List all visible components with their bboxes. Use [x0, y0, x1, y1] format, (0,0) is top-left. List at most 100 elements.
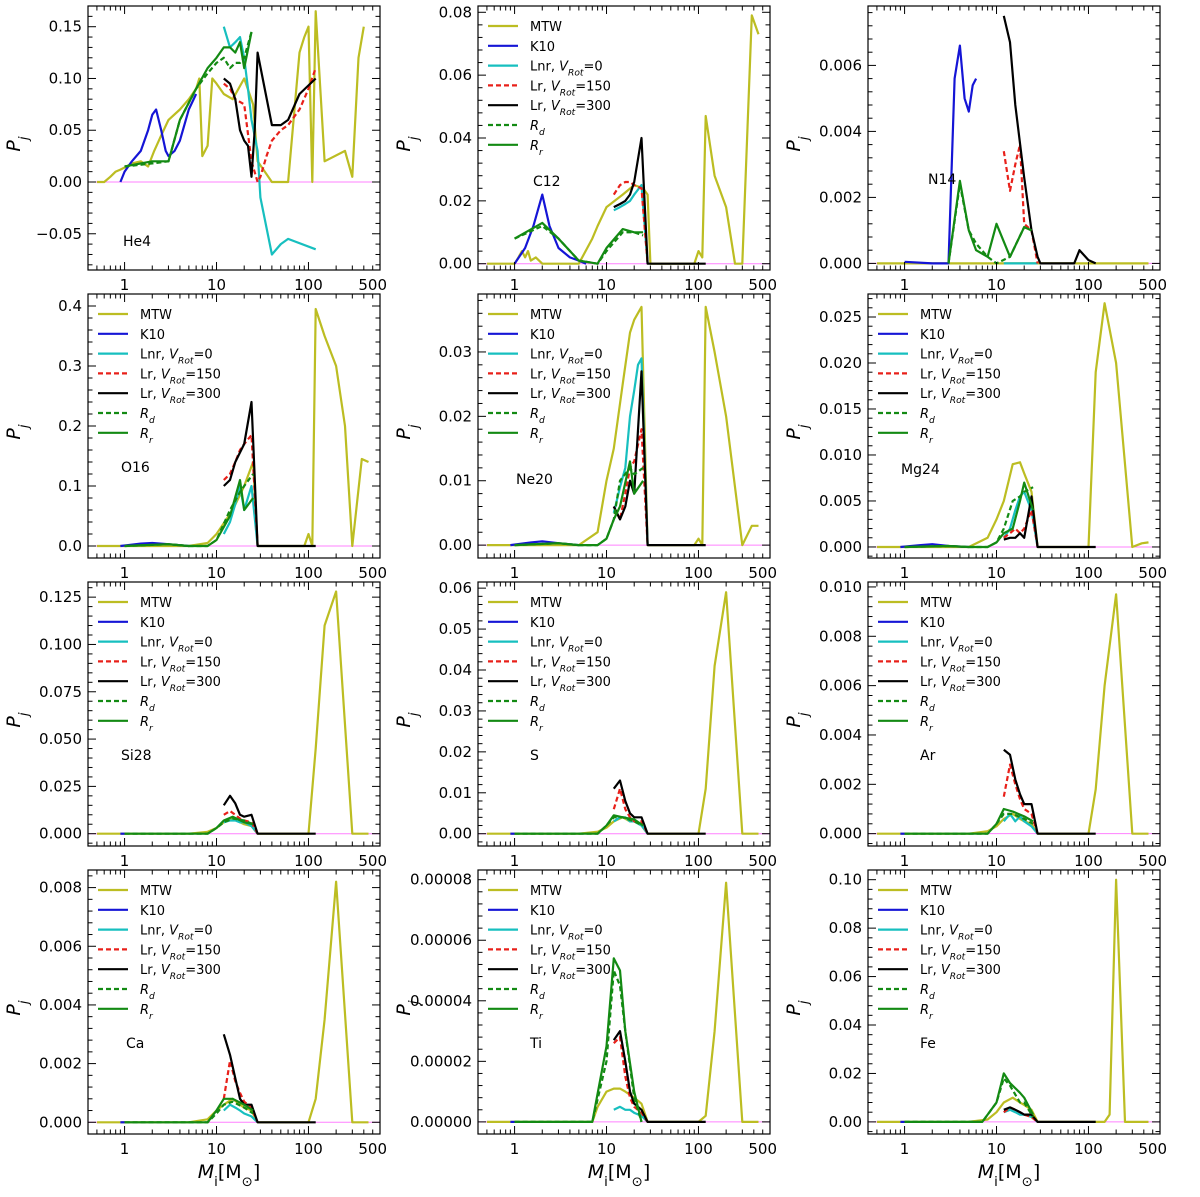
y-tick-label: 0.010 [819, 446, 862, 464]
x-ticks [477, 582, 771, 846]
panel-label: Fe [920, 1036, 936, 1052]
x-tick-label: 1 [120, 852, 130, 870]
y-tick-label: 0.06 [439, 66, 472, 84]
series-line-rd [904, 1077, 1035, 1124]
legend-label-k10: K10 [140, 328, 165, 343]
series-line-mtw [876, 302, 1149, 549]
y-axis-label: Pj [3, 712, 32, 727]
panel-frame [867, 293, 1161, 559]
series-line-lr150 [223, 809, 259, 835]
y-tick-label: 0.004 [819, 122, 862, 140]
panel-frame [87, 581, 381, 847]
series-line-lr300 [1003, 495, 1096, 549]
legend-label-rr: Rr [140, 427, 154, 446]
legend-label-k10: K10 [920, 904, 945, 919]
y-tick-label: 0.125 [39, 588, 82, 606]
x-tick-label: 1 [510, 1140, 520, 1158]
legend-label-k10: K10 [530, 904, 555, 919]
y-tick-label: −0.05 [36, 225, 82, 243]
legend-label-lnr: Lnr, VRot=0 [530, 636, 603, 655]
x-tick-label: 1 [510, 852, 520, 870]
y-tick-label: 0.006 [819, 56, 862, 74]
y-axis-label: Pj [783, 424, 812, 439]
y-tick-label: 0.02 [439, 192, 472, 210]
series-line-lnr [613, 184, 649, 264]
series-line-lr150 [612, 787, 649, 835]
series-line-k10 [513, 193, 587, 265]
legend-label-lr300: Lr, VRot=300 [530, 675, 611, 694]
y-axis-label: Pj [3, 1000, 32, 1015]
series-line-lr150 [223, 67, 317, 184]
x-tick-label: 10 [597, 1140, 616, 1158]
x-tick-label: 100 [684, 564, 713, 582]
legend-label-lnr: Lnr, VRot=0 [920, 636, 993, 655]
legend-label-mtw: MTW [140, 308, 172, 323]
x-ticks [477, 6, 771, 270]
legend-label-mtw: MTW [530, 20, 562, 35]
series-line-k10 [904, 44, 978, 265]
y-tick-label: 0.02 [439, 743, 472, 761]
y-tick-label: 0.15 [49, 18, 82, 36]
panel-label: C12 [533, 174, 561, 190]
legend-label-rr: Rr [920, 427, 934, 446]
y-tick-label: 0.10 [49, 69, 82, 87]
x-tick-label: 10 [597, 276, 616, 294]
series-line-rr [124, 31, 253, 168]
panel-label: Mg24 [901, 462, 940, 478]
legend-label-mtw: MTW [530, 884, 562, 899]
legend-label-lr150: Lr, VRot=150 [920, 367, 1001, 386]
panel-ca: 1 10 100 500 0.000 0.002 0.004 0.006 0.008 Pj Mi[M… [3, 869, 387, 1190]
x-tick-label: 500 [748, 276, 777, 294]
y-axis-label: Pj [3, 424, 32, 439]
series-line-k10 [119, 93, 198, 183]
legend-label-mtw: MTW [140, 884, 172, 899]
legend-label-rr: Rr [530, 427, 544, 446]
y-tick-label: 0.005 [819, 492, 862, 510]
panel-si28: 1 10 100 500 0.000 0.025 0.050 0.075 0.100 0.125 P… [3, 581, 387, 870]
x-tick-label: 10 [987, 276, 1006, 294]
y-tick-label: 0.03 [439, 343, 472, 361]
series-line-lnr [1003, 1108, 1039, 1123]
panel-frame [87, 293, 381, 559]
panel-frame [867, 581, 1161, 847]
x-ticks [477, 294, 771, 558]
legend-label-lr300: Lr, VRot=300 [920, 675, 1001, 694]
y-ticks [868, 298, 1160, 557]
x-tick-label: 100 [294, 564, 323, 582]
y-tick-label: 0.4 [58, 297, 82, 315]
y-ticks [868, 586, 1160, 845]
panel-frame [87, 869, 381, 1135]
y-ticks [868, 12, 1160, 264]
legend-label-lr150: Lr, VRot=150 [920, 655, 1001, 674]
series-line-mtw [96, 307, 369, 548]
x-tick-label: 10 [207, 564, 226, 582]
x-tick-label: 500 [358, 276, 387, 294]
y-tick-label: 0.06 [439, 579, 472, 597]
x-tick-label: 500 [748, 852, 777, 870]
legend-label-rd: Rd [530, 983, 545, 1002]
series-line-lnr [223, 819, 259, 835]
legend-label-rd: Rd [920, 983, 935, 1002]
legend-label-lr150: Lr, VRot=150 [140, 367, 221, 386]
legend-label-lr150: Lr, VRot=150 [920, 943, 1001, 962]
y-tick-label: 0.004 [39, 996, 82, 1014]
y-tick-label: 0.00008 [410, 871, 472, 889]
x-tick-label: 1 [120, 564, 130, 582]
panel-ar: 1 10 100 500 0.000 0.002 0.004 0.006 0.008 0.010 P… [783, 578, 1167, 870]
x-tick-label: 500 [358, 564, 387, 582]
legend-label-lnr: Lnr, VRot=0 [140, 636, 213, 655]
series-line-lr300 [1002, 15, 1097, 265]
x-tick-label: 100 [294, 276, 323, 294]
legend-label-lr150: Lr, VRot=150 [530, 367, 611, 386]
legend-label-k10: K10 [140, 904, 165, 919]
y-tick-label: 0.008 [819, 627, 862, 645]
y-tick-label: 0.020 [819, 354, 862, 372]
y-tick-label: 0.000 [39, 1113, 82, 1131]
legend-label-lr300: Lr, VRot=300 [920, 963, 1001, 982]
series-line-lr300 [1003, 1106, 1096, 1124]
legend-label-k10: K10 [530, 328, 555, 343]
legend-label-rd: Rd [530, 407, 545, 426]
x-tick-label: 10 [207, 1140, 226, 1158]
series-line-rr [904, 807, 1034, 835]
